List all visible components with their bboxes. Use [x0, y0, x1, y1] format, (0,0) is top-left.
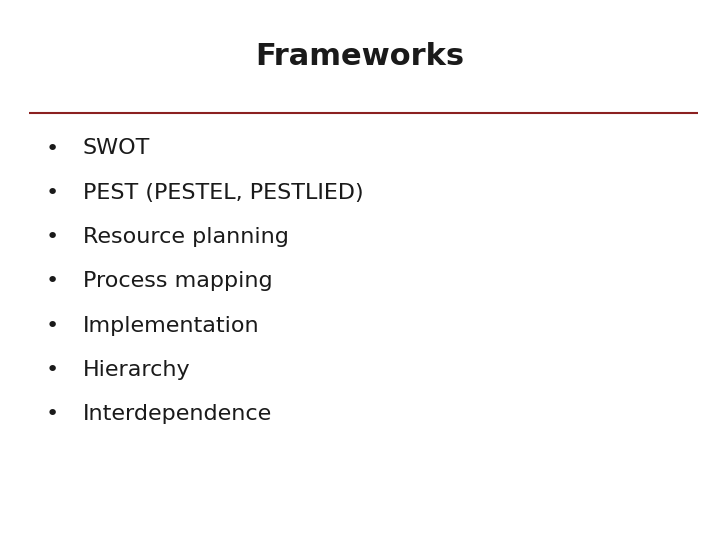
Text: Implementation: Implementation: [83, 315, 259, 336]
Text: Frameworks: Frameworks: [256, 42, 464, 71]
Text: Hierarchy: Hierarchy: [83, 360, 190, 380]
Text: Interdependence: Interdependence: [83, 404, 272, 424]
Text: •: •: [45, 138, 58, 159]
Text: •: •: [45, 227, 58, 247]
Text: •: •: [45, 404, 58, 424]
Text: •: •: [45, 271, 58, 292]
Text: SWOT: SWOT: [83, 138, 150, 159]
Text: Resource planning: Resource planning: [83, 227, 289, 247]
Text: •: •: [45, 315, 58, 336]
Text: •: •: [45, 183, 58, 203]
Text: PEST (PESTEL, PESTLIED): PEST (PESTEL, PESTLIED): [83, 183, 364, 203]
Text: •: •: [45, 360, 58, 380]
Text: Process mapping: Process mapping: [83, 271, 272, 292]
